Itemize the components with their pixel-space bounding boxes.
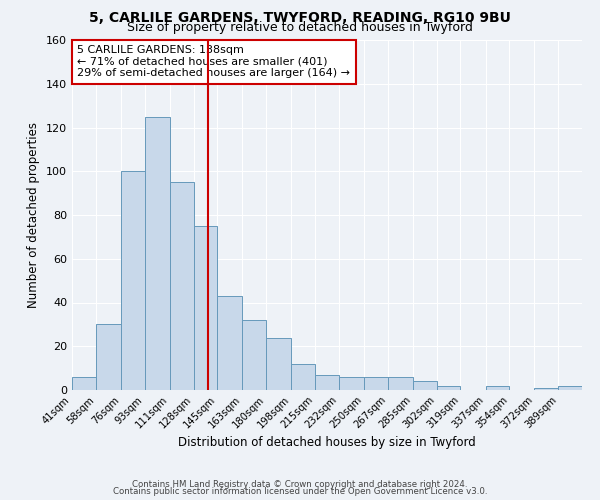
Bar [145, 116, 170, 390]
Bar [364, 377, 388, 390]
Text: Size of property relative to detached houses in Twyford: Size of property relative to detached ho… [127, 22, 473, 35]
Y-axis label: Number of detached properties: Number of detached properties [28, 122, 40, 308]
Bar [194, 226, 217, 390]
Bar [437, 386, 460, 390]
Bar [558, 386, 582, 390]
Bar [121, 171, 145, 390]
Bar [339, 377, 364, 390]
Bar [266, 338, 292, 390]
Bar [72, 377, 96, 390]
Text: 5, CARLILE GARDENS, TWYFORD, READING, RG10 9BU: 5, CARLILE GARDENS, TWYFORD, READING, RG… [89, 11, 511, 25]
Bar [535, 388, 558, 390]
Bar [217, 296, 242, 390]
Bar [96, 324, 121, 390]
Bar [315, 374, 339, 390]
Bar [413, 381, 437, 390]
Text: Contains public sector information licensed under the Open Government Licence v3: Contains public sector information licen… [113, 488, 487, 496]
Text: Contains HM Land Registry data © Crown copyright and database right 2024.: Contains HM Land Registry data © Crown c… [132, 480, 468, 489]
Bar [485, 386, 509, 390]
Bar [242, 320, 266, 390]
Bar [170, 182, 194, 390]
Text: 5 CARLILE GARDENS: 138sqm
← 71% of detached houses are smaller (401)
29% of semi: 5 CARLILE GARDENS: 138sqm ← 71% of detac… [77, 46, 350, 78]
Bar [292, 364, 315, 390]
X-axis label: Distribution of detached houses by size in Twyford: Distribution of detached houses by size … [178, 436, 476, 449]
Bar [388, 377, 413, 390]
